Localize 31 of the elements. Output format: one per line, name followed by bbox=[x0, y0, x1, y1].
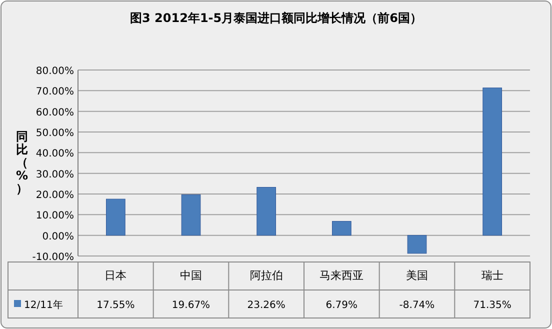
y-tick-label: 70.00% bbox=[36, 86, 74, 98]
x-tick-label: 美国 bbox=[406, 269, 428, 282]
y-tick-label: 50.00% bbox=[36, 128, 74, 139]
y-tick-label: 40.00% bbox=[36, 148, 74, 160]
y-tick-label: 0.00% bbox=[42, 231, 74, 242]
y-tick-label: -10.00% bbox=[32, 252, 74, 263]
x-tick-label: 中国 bbox=[180, 269, 202, 282]
data-label: 23.26% bbox=[247, 300, 286, 311]
y-axis-title: 同比（%） bbox=[16, 130, 28, 196]
legend-label: 12/11年 bbox=[24, 299, 63, 311]
data-label: 71.35% bbox=[473, 300, 512, 311]
chart-title: 图3 2012年1-5月泰国进口额同比增长情况（前6国） bbox=[130, 11, 422, 25]
data-label: 19.67% bbox=[172, 300, 210, 311]
bar bbox=[106, 198, 126, 236]
data-label: 17.55% bbox=[96, 300, 135, 311]
y-tick-label: 60.00% bbox=[36, 107, 74, 118]
data-label: -8.74% bbox=[399, 300, 435, 311]
bar bbox=[181, 194, 201, 236]
x-tick-label: 阿拉伯 bbox=[250, 269, 283, 282]
bar bbox=[407, 235, 427, 254]
x-tick-label: 马来西亚 bbox=[320, 269, 364, 282]
y-tick-label: 10.00% bbox=[36, 210, 74, 222]
data-label: 6.79% bbox=[326, 300, 358, 311]
bar bbox=[332, 221, 352, 236]
y-tick-label: 20.00% bbox=[36, 190, 74, 201]
x-tick-label: 瑞士 bbox=[481, 269, 504, 282]
bar bbox=[256, 187, 276, 236]
bar bbox=[482, 88, 502, 236]
x-tick-label: 日本 bbox=[104, 269, 127, 282]
y-tick-label: 80.00% bbox=[36, 66, 74, 77]
y-tick-label: 30.00% bbox=[36, 169, 74, 180]
